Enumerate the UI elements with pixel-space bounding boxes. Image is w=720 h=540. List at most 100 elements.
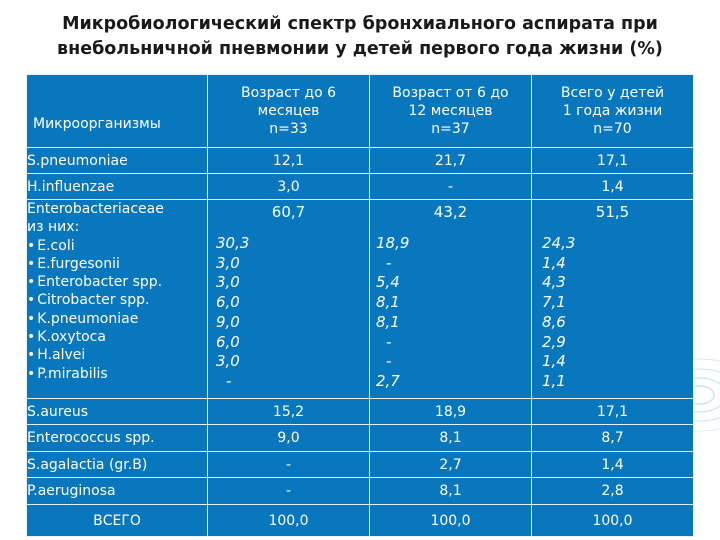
sub-item-name: E.furgesonii	[37, 255, 120, 272]
enterobacteria-col3: 51,5 24,3 1,4 4,3 7,1 8,6 2,9 1,4 1,1	[531, 199, 694, 399]
table-row: S.agalactia (gr.B) - 2,7 1,4	[26, 451, 694, 478]
row-name: Enterobacteriaceae	[27, 201, 164, 217]
enterobacteria-col2: 43,2 18,9 - 5,4 8,1 8,1 - - 2,7	[369, 199, 532, 399]
row-name: S.agalactia (gr.B)	[26, 451, 208, 478]
cell-value: 1,4	[531, 451, 694, 478]
sub-item-name: Enterobacter spp.	[37, 274, 163, 291]
row-name: H.influenzae	[26, 173, 208, 200]
table-row: P.aeruginosa - 8,1 2,8	[26, 477, 694, 505]
header-age-under-6: Возраст до 6 месяцев n=33	[207, 74, 370, 148]
row-subheading: из них:	[27, 219, 80, 236]
sub-item-name: Citrobacter spp.	[37, 292, 150, 309]
sub-values-col3: 24,3 1,4 4,3 7,1 8,6 2,9 1,4 1,1	[542, 234, 575, 392]
sub-item: • Citrobacter spp.	[27, 291, 207, 309]
sub-value: -	[386, 253, 392, 272]
cell-value: 17,1	[531, 147, 694, 174]
sub-value: 9,0	[216, 312, 240, 331]
sub-value: 8,1	[376, 312, 400, 331]
sub-value: 8,1	[376, 293, 400, 312]
header-line: n=33	[269, 121, 308, 137]
sub-value: 5,4	[376, 273, 400, 292]
enterobacteria-row: Enterobacteriaceae из них: • E.coli • E.fu…	[26, 199, 694, 399]
table-row: S.pneumoniae 12,1 21,7 17,1	[26, 147, 694, 174]
sub-value: 1,1	[542, 371, 566, 390]
sub-value: 24,3	[542, 234, 576, 252]
sub-value: -	[386, 332, 392, 351]
sub-item: • P.mirabilis	[27, 365, 207, 383]
bullet-icon: •	[27, 237, 36, 254]
cell-value: -	[207, 451, 370, 478]
sub-value: 3,0	[216, 352, 240, 371]
bullet-icon: •	[27, 347, 36, 364]
header-microorganisms: Микроорганизмы	[26, 74, 208, 148]
row-name: P.aeruginosa	[26, 477, 208, 505]
sub-value: 6,0	[216, 332, 240, 351]
cell-value: 12,1	[207, 147, 370, 174]
sub-item-name: K.pneumoniae	[37, 310, 139, 327]
cell-value: 1,4	[531, 173, 694, 200]
sub-item: • E.coli	[27, 237, 207, 255]
sub-item-name: P.mirabilis	[37, 365, 108, 382]
bullet-icon: •	[27, 274, 36, 291]
sub-value: 3,0	[216, 273, 240, 292]
cell-value: 17,1	[531, 398, 694, 425]
cell-value: 2,8	[531, 477, 694, 505]
header-line: n=70	[593, 121, 632, 137]
cell-value: 100,0	[531, 504, 694, 537]
enterobacteria-name-cell: Enterobacteriaceae из них: • E.coli • E.fu…	[26, 199, 208, 399]
header-age-6-to-12: Возраст от 6 до 12 месяцев n=37	[369, 74, 532, 148]
title-line-1: Микробиологический спектр бронхиального …	[62, 14, 658, 34]
sub-value: 4,3	[542, 273, 566, 292]
row-name: S.pneumoniae	[26, 147, 208, 174]
row-name: Enterococcus spp.	[26, 424, 208, 452]
table-row: Enterococcus spp. 9,0 8,1 8,7	[26, 424, 694, 452]
cell-value: 15,2	[207, 398, 370, 425]
sub-item: • K.oxytoca	[27, 328, 207, 346]
header-line: 12 месяцев	[408, 103, 493, 119]
cell-value: 60,7	[271, 203, 306, 221]
sub-item-name: H.alvei	[37, 347, 86, 364]
header-total-first-year: Всего у детей 1 года жизни n=70	[531, 74, 694, 148]
cell-value: 9,0	[207, 424, 370, 452]
row-name: S.aureus	[26, 398, 208, 425]
enterobacteria-col1: 60,7 30,3 3,0 3,0 6,0 9,0 6,0 3,0 -	[207, 199, 370, 399]
header-line: 1 года жизни	[562, 103, 663, 119]
cell-value: 8,7	[531, 424, 694, 452]
microorganism-table: Микроорганизмы Возраст до 6 месяцев n=33…	[26, 74, 694, 537]
header-line: Всего у детей	[560, 85, 665, 101]
sub-item: • H.alvei	[27, 346, 207, 364]
total-row: ВСЕГО 100,0 100,0 100,0	[26, 504, 694, 537]
header-line: Возраст до 6	[241, 85, 336, 101]
sub-value: 2,7	[376, 371, 400, 390]
sub-values-col1: 30,3 3,0 3,0 6,0 9,0 6,0 3,0 -	[216, 234, 249, 392]
cell-value: 8,1	[369, 424, 532, 452]
cell-value: 2,7	[369, 451, 532, 478]
header-line: n=37	[431, 121, 470, 137]
sub-value: 30,3	[216, 234, 250, 252]
sub-value: 18,9	[376, 234, 410, 252]
bullet-icon: •	[27, 365, 36, 382]
sub-value: 1,4	[542, 253, 566, 272]
bullet-icon: •	[27, 310, 36, 327]
sub-value: -	[226, 371, 232, 390]
header-line: Возраст от 6 до	[392, 85, 509, 101]
cell-value: 100,0	[369, 504, 532, 537]
sub-value: 6,0	[216, 293, 240, 312]
sub-value: 8,6	[542, 312, 566, 331]
bullet-icon: •	[27, 329, 36, 346]
cell-value: 18,9	[369, 398, 532, 425]
header-line: месяцев	[257, 103, 320, 119]
sub-values-col2: 18,9 - 5,4 8,1 8,1 - - 2,7	[376, 234, 409, 392]
table-row: S.aureus 15,2 18,9 17,1	[26, 398, 694, 425]
cell-value: -	[369, 173, 532, 200]
sub-item: • Enterobacter spp.	[27, 273, 207, 291]
sub-value: 3,0	[216, 253, 240, 272]
cell-value: 3,0	[207, 173, 370, 200]
cell-value: 21,7	[369, 147, 532, 174]
page-title: Микробиологический спектр бронхиального …	[0, 12, 720, 62]
sub-value: 7,1	[542, 293, 566, 312]
row-name: ВСЕГО	[26, 504, 208, 537]
cell-value: 43,2	[433, 203, 468, 221]
table-header-row: Микроорганизмы Возраст до 6 месяцев n=33…	[26, 74, 694, 148]
sub-item: • K.pneumoniae	[27, 310, 207, 328]
